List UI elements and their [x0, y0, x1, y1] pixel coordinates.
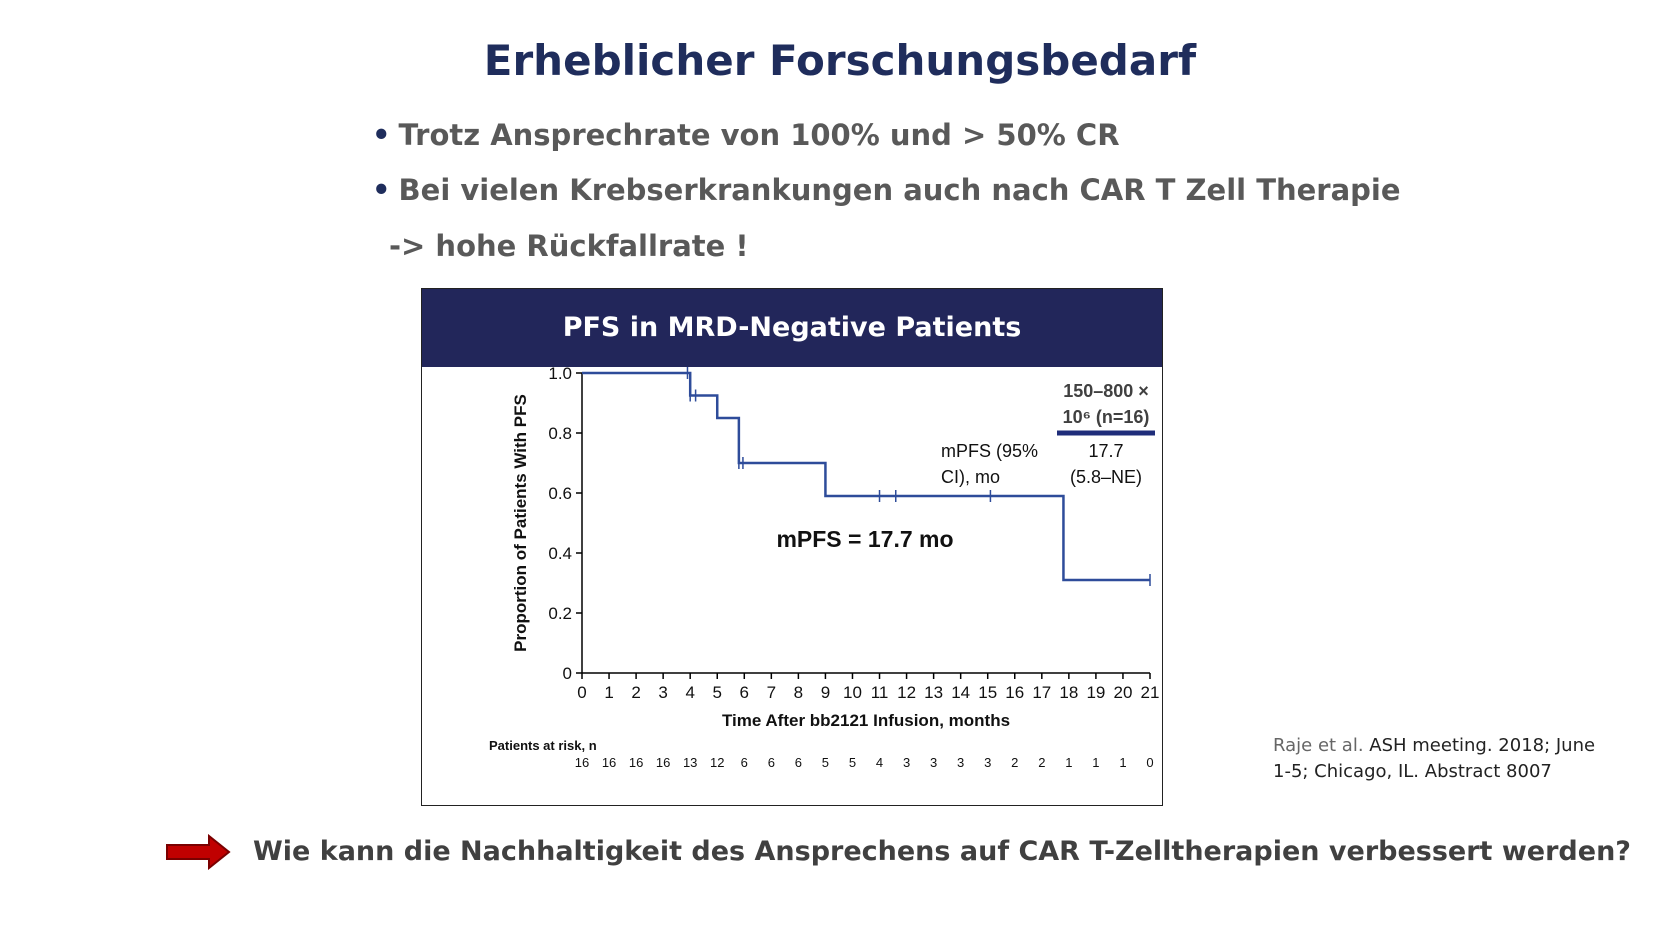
slide-title: Erheblicher Forschungsbedarf — [483, 36, 1197, 85]
legend-value-line2: (5.8–NE) — [1070, 467, 1142, 487]
x-tick-label: 0 — [577, 683, 586, 702]
x-tick-label: 16 — [1005, 683, 1024, 702]
km-chart: 00.20.40.60.81.00 1 2 3 4 5 6 7 8 9 10 11 12 13 14 15 16… — [489, 367, 1160, 770]
x-tick-label: 13 — [924, 683, 943, 702]
y-tick-label: 1.0 — [548, 367, 572, 383]
x-tick-label: 9 — [821, 683, 830, 702]
x-tick-label: 17 — [1032, 683, 1051, 702]
risk-table-value: 2 — [1038, 755, 1045, 770]
legend-label-line2: 10⁶ (n=16) — [1063, 407, 1150, 427]
y-tick-label: 0.8 — [548, 424, 572, 443]
arrow-right-icon — [166, 834, 231, 870]
median-annotation: mPFS = 17.7 mo — [776, 526, 953, 552]
risk-table-label: Patients at risk, n — [489, 738, 597, 753]
research-question: Wie kann die Nachhaltigkeit des Ansprech… — [253, 836, 1631, 867]
x-tick-label: 7 — [767, 683, 776, 702]
bullet-continuation: -> hohe Rückfallrate ! — [389, 229, 749, 263]
risk-table-value: 1 — [1065, 755, 1072, 770]
bullet-dot: • — [372, 173, 391, 207]
risk-table-value: 16 — [656, 755, 670, 770]
risk-table-value: 12 — [710, 755, 724, 770]
bullet-2-text: Bei vielen Krebserkrankungen auch nach C… — [398, 173, 1401, 207]
x-tick-label: 3 — [658, 683, 667, 702]
citation-author: Raje et al. — [1273, 735, 1364, 756]
x-tick-label: 5 — [713, 683, 722, 702]
chart-title: PFS in MRD-Negative Patients — [422, 289, 1162, 367]
y-tick-label: 0.6 — [548, 484, 572, 503]
citation-text: ASH meeting. 2018; June 1-5; Chicago, IL… — [1273, 735, 1596, 782]
x-tick-label: 10 — [843, 683, 862, 702]
x-tick-label: 1 — [604, 683, 613, 702]
risk-table-value: 3 — [930, 755, 937, 770]
x-tick-label: 2 — [631, 683, 640, 702]
risk-table-value: 16 — [575, 755, 589, 770]
risk-table-value: 13 — [683, 755, 697, 770]
x-tick-label: 19 — [1086, 683, 1105, 702]
x-tick-label: 21 — [1141, 683, 1160, 702]
bullet-2: • Bei vielen Krebserkrankungen auch nach … — [372, 173, 1401, 207]
risk-table-value: 6 — [741, 755, 748, 770]
x-tick-label: 14 — [951, 683, 970, 702]
risk-table-value: 0 — [1146, 755, 1153, 770]
legend-value-line1: 17.7 — [1088, 441, 1123, 461]
legend-row-label-line1: mPFS (95% — [941, 441, 1038, 461]
bullet-1-text: Trotz Ansprechrate von 100% und > 50% CR — [398, 118, 1120, 152]
risk-table-value: 6 — [768, 755, 775, 770]
risk-table-value: 3 — [903, 755, 910, 770]
citation: Raje et al. ASH meeting. 2018; June 1-5;… — [1273, 733, 1603, 785]
risk-table-value: 3 — [984, 755, 991, 770]
x-tick-label: 15 — [978, 683, 997, 702]
risk-table-value: 16 — [629, 755, 643, 770]
x-tick-label: 11 — [871, 683, 889, 702]
bullet-1: • Trotz Ansprechrate von 100% und > 50% C… — [372, 118, 1120, 152]
bullet-dot: • — [372, 118, 391, 152]
y-axis-label: Proportion of Patients With PFS — [511, 394, 530, 652]
x-tick-label: 8 — [794, 683, 803, 702]
risk-table-value: 1 — [1092, 755, 1099, 770]
risk-table-value: 2 — [1011, 755, 1018, 770]
x-tick-label: 6 — [740, 683, 749, 702]
chart-panel: PFS in MRD-Negative Patients 0 0.2 0.4 0.6 0… — [421, 288, 1163, 806]
risk-table-value: 5 — [822, 755, 829, 770]
y-tick-label: 0.4 — [548, 544, 572, 563]
x-tick-label: 18 — [1059, 683, 1078, 702]
y-tick-label: 0 — [563, 664, 572, 683]
x-tick-label: 20 — [1113, 683, 1132, 702]
x-axis-label: Time After bb2121 Infusion, months — [722, 711, 1010, 730]
risk-table-value: 3 — [957, 755, 964, 770]
risk-table-value: 16 — [602, 755, 616, 770]
legend-label-line1: 150–800 × — [1063, 381, 1149, 401]
x-tick-label: 12 — [897, 683, 916, 702]
legend-row-label-line2: CI), mo — [941, 467, 1000, 487]
risk-table-value: 5 — [849, 755, 856, 770]
risk-table-value: 4 — [876, 755, 883, 770]
risk-table-value: 1 — [1119, 755, 1126, 770]
y-tick-label: 0.2 — [548, 604, 572, 623]
x-tick-label: 4 — [685, 683, 694, 702]
risk-table-value: 6 — [795, 755, 802, 770]
